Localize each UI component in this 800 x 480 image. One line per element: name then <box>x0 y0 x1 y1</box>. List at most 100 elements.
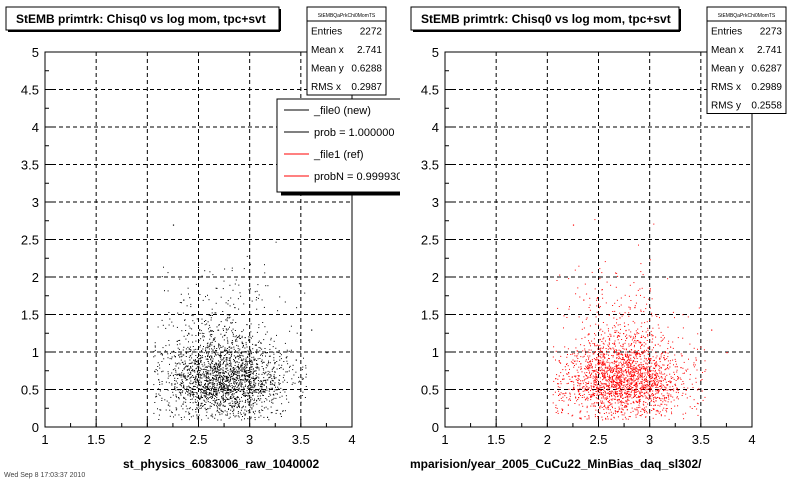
scatter-point <box>640 362 642 364</box>
scatter-point <box>201 419 203 421</box>
scatter-point <box>614 366 616 368</box>
scatter-point <box>602 372 604 374</box>
scatter-point <box>634 384 636 385</box>
scatter-point <box>263 369 265 371</box>
scatter-point <box>214 355 215 357</box>
scatter-point <box>661 352 663 354</box>
scatter-point <box>639 374 641 376</box>
scatter-point <box>672 359 674 361</box>
scatter-point <box>580 366 582 368</box>
scatter-point <box>637 350 639 351</box>
scatter-point <box>703 349 705 351</box>
scatter-point <box>186 369 188 371</box>
scatter-point <box>182 387 184 389</box>
scatter-point <box>260 343 262 344</box>
scatter-point <box>219 353 221 355</box>
scatter-point <box>590 382 592 384</box>
scatter-point <box>620 304 622 306</box>
scatter-point <box>615 364 617 366</box>
scatter-point <box>179 339 181 341</box>
scatter-point <box>211 360 213 362</box>
scatter-point <box>238 384 240 386</box>
scatter-point <box>683 361 685 363</box>
scatter-point <box>621 315 623 317</box>
scatter-point <box>638 369 640 371</box>
y-tick-label: 3.5 <box>421 158 439 173</box>
scatter-point <box>620 388 622 390</box>
scatter-point <box>213 394 214 396</box>
scatter-point <box>627 418 629 420</box>
scatter-point <box>592 343 594 344</box>
scatter-point <box>609 390 610 392</box>
scatter-point <box>641 389 643 390</box>
scatter-point <box>224 399 226 400</box>
scatter-point <box>207 352 209 354</box>
scatter-point <box>238 380 240 382</box>
scatter-point <box>576 355 578 357</box>
scatter-point <box>218 324 220 326</box>
scatter-point <box>633 352 635 354</box>
scatter-point <box>214 395 216 396</box>
scatter-point <box>636 397 638 399</box>
scatter-point <box>626 374 628 376</box>
scatter-point <box>623 406 625 408</box>
scatter-point <box>154 349 156 351</box>
scatter-point <box>628 335 630 337</box>
scatter-point <box>609 374 611 376</box>
scatter-point <box>651 298 653 300</box>
scatter-point <box>273 376 275 378</box>
scatter-point <box>259 350 261 352</box>
scatter-point <box>608 364 610 366</box>
scatter-point <box>215 374 217 376</box>
scatter-point <box>633 341 635 343</box>
scatter-point <box>627 381 629 383</box>
scatter-point <box>181 379 183 381</box>
scatter-point <box>190 373 192 375</box>
scatter-point <box>274 371 275 373</box>
scatter-point <box>190 303 192 305</box>
scatter-point <box>654 371 656 373</box>
scatter-point <box>241 374 243 376</box>
scatter-point <box>185 352 187 354</box>
scatter-point <box>680 353 682 355</box>
scatter-point <box>677 392 679 394</box>
scatter-point <box>247 350 249 352</box>
scatter-point <box>647 353 649 355</box>
scatter-point <box>207 294 208 296</box>
scatter-point <box>175 371 177 373</box>
scatter-point <box>673 371 675 373</box>
scatter-point <box>628 329 630 331</box>
y-tick-label: 3.5 <box>21 158 39 173</box>
scatter-point <box>608 314 610 316</box>
scatter-point <box>606 380 608 382</box>
scatter-point <box>233 382 234 384</box>
scatter-point <box>231 354 233 355</box>
scatter-point <box>601 350 603 352</box>
scatter-point <box>658 375 660 377</box>
scatter-point <box>245 342 247 344</box>
scatter-point <box>634 385 635 386</box>
scatter-point <box>215 287 217 289</box>
scatter-point <box>172 325 174 327</box>
scatter-point <box>659 385 660 387</box>
scatter-point <box>603 383 605 385</box>
scatter-point <box>626 388 628 390</box>
scatter-point <box>259 385 262 387</box>
scatter-point <box>168 382 170 384</box>
scatter-point <box>198 354 200 356</box>
scatter-point <box>657 374 659 376</box>
scatter-point <box>219 372 220 374</box>
scatter-point <box>262 322 264 323</box>
scatter-point <box>665 386 667 388</box>
scatter-point <box>644 392 646 394</box>
scatter-point <box>697 348 698 350</box>
scatter-point <box>241 419 243 421</box>
scatter-point <box>171 321 173 323</box>
scatter-point <box>691 408 693 409</box>
scatter-point <box>655 386 657 388</box>
y-tick-label: 5 <box>32 45 39 60</box>
scatter-point <box>211 344 213 346</box>
scatter-point <box>674 373 675 375</box>
scatter-point <box>246 410 248 412</box>
scatter-point <box>245 400 246 402</box>
